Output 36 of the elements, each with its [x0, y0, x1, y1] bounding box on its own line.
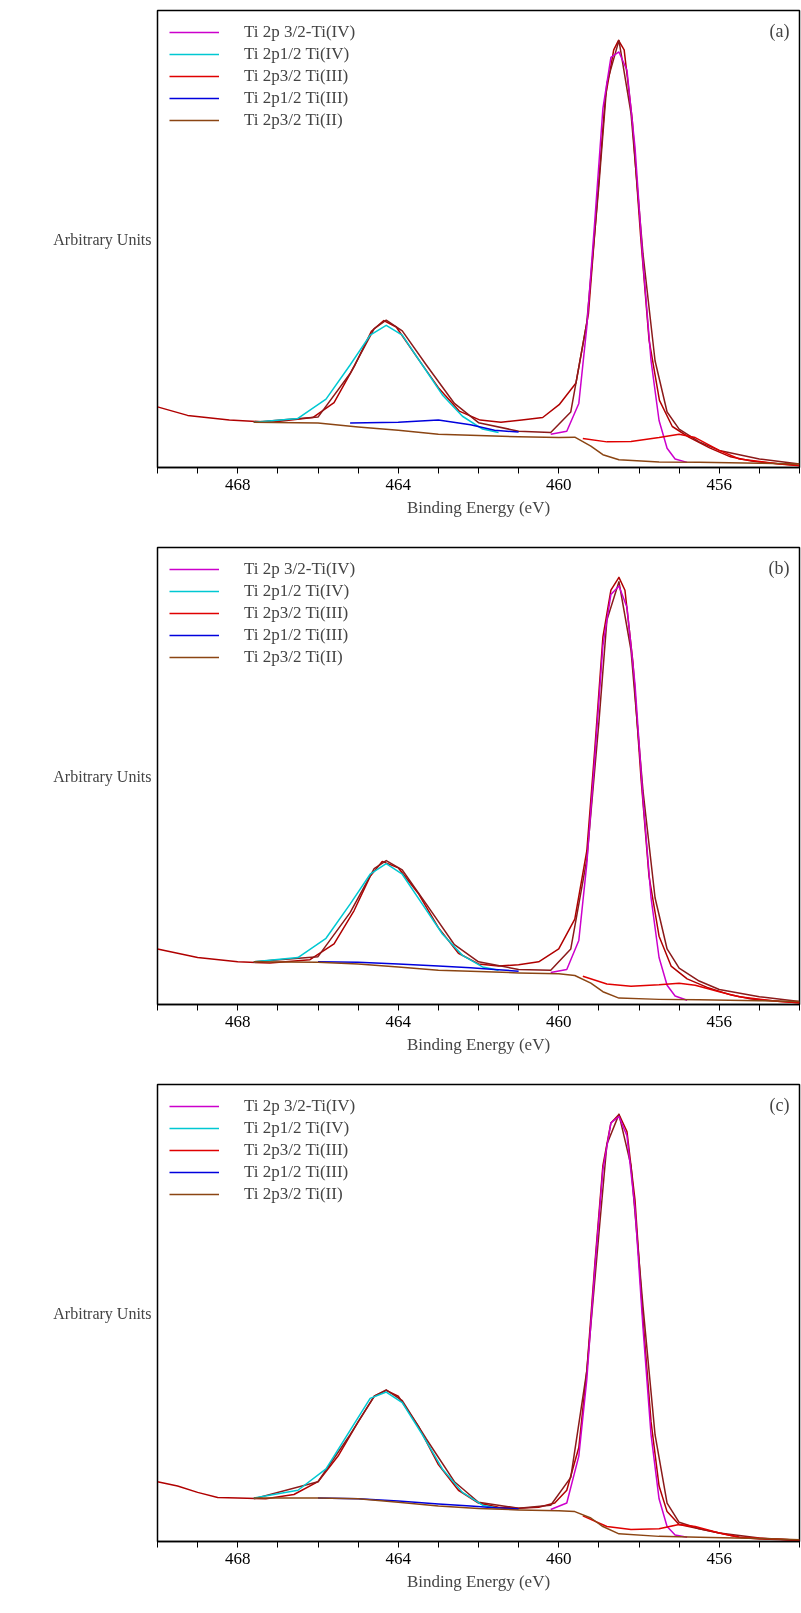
x-axis-title: Binding Energy (eV) [406, 1571, 551, 1591]
legend-label: Ti 2p1/2 Ti(IV) [244, 44, 350, 64]
legend-label: Ti 2p 3/2-Ti(IV) [244, 1096, 356, 1116]
x-axis-title: Binding Energy (eV) [406, 497, 551, 517]
x-tick-label: 464 [385, 1548, 412, 1568]
legend-label: Ti 2p3/2 Ti(III) [244, 66, 349, 86]
x-tick-label: 464 [385, 1011, 412, 1031]
x-axis-title: Binding Energy (eV) [406, 1034, 551, 1054]
x-tick-label: 460 [546, 474, 572, 494]
legend-label: Ti 2p1/2 Ti(III) [244, 88, 349, 108]
x-tick-label: 460 [546, 1011, 572, 1031]
legend-label: Ti 2p3/2 Ti(III) [244, 1140, 349, 1160]
legend-label: Ti 2p 3/2-Ti(IV) [244, 559, 356, 579]
legend-label: Ti 2p 3/2-Ti(IV) [244, 22, 356, 42]
legend-label: Ti 2p3/2 Ti(II) [244, 647, 343, 667]
annotation: (c) [769, 1094, 790, 1116]
legend-label: Ti 2p3/2 Ti(II) [244, 1184, 343, 1204]
annotation: (b) [768, 557, 790, 579]
x-tick-label: 468 [225, 474, 251, 494]
y-axis-title: Arbitrary Units [53, 1304, 152, 1323]
x-tick-label: 464 [385, 474, 412, 494]
legend-label: Ti 2p1/2 Ti(III) [244, 1162, 349, 1182]
legend-label: Ti 2p3/2 Ti(II) [244, 110, 343, 130]
legend-label: Ti 2p3/2 Ti(III) [244, 603, 349, 623]
annotation: (a) [769, 20, 790, 42]
x-tick-label: 460 [546, 1548, 572, 1568]
x-tick-label: 468 [225, 1548, 251, 1568]
legend-label: Ti 2p1/2 Ti(IV) [244, 1118, 350, 1138]
y-axis-title: Arbitrary Units [53, 767, 152, 786]
legend-label: Ti 2p1/2 Ti(IV) [244, 581, 350, 601]
y-axis-title: Arbitrary Units [53, 230, 152, 249]
legend-label: Ti 2p1/2 Ti(III) [244, 625, 349, 645]
x-tick-label: 456 [706, 1011, 732, 1031]
x-tick-label: 456 [706, 1548, 732, 1568]
x-tick-label: 456 [706, 474, 732, 494]
x-tick-label: 468 [225, 1011, 251, 1031]
